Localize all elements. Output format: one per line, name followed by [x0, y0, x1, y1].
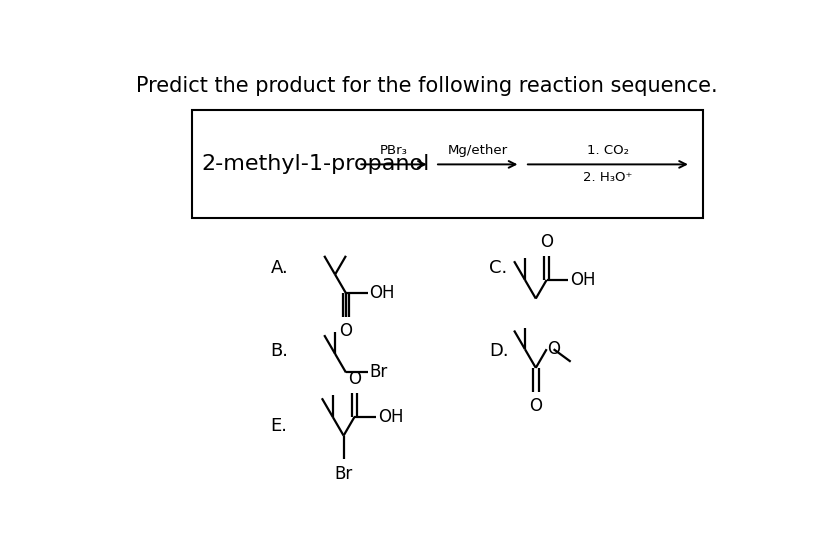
Text: Br: Br [335, 465, 352, 483]
Text: OH: OH [570, 271, 596, 289]
Text: E.: E. [271, 417, 287, 435]
Text: A.: A. [271, 259, 288, 278]
Text: Mg/ether: Mg/ether [447, 144, 508, 158]
Text: O: O [540, 233, 553, 251]
FancyBboxPatch shape [192, 110, 703, 218]
Text: 1. CO₂: 1. CO₂ [587, 144, 629, 158]
Text: 2. H₃O⁺: 2. H₃O⁺ [583, 171, 632, 184]
Text: OH: OH [377, 408, 403, 426]
Text: O: O [529, 397, 542, 415]
Text: O: O [547, 340, 561, 358]
Text: Br: Br [369, 364, 387, 381]
Text: PBr₃: PBr₃ [380, 144, 408, 158]
Text: D.: D. [489, 342, 509, 361]
Text: O: O [348, 370, 361, 388]
Text: B.: B. [271, 342, 289, 361]
Text: C.: C. [489, 259, 507, 278]
Text: Predict the product for the following reaction sequence.: Predict the product for the following re… [136, 76, 717, 96]
Text: OH: OH [369, 284, 395, 302]
Text: 2-methyl-1-propanol: 2-methyl-1-propanol [201, 154, 429, 174]
Text: O: O [339, 322, 352, 340]
